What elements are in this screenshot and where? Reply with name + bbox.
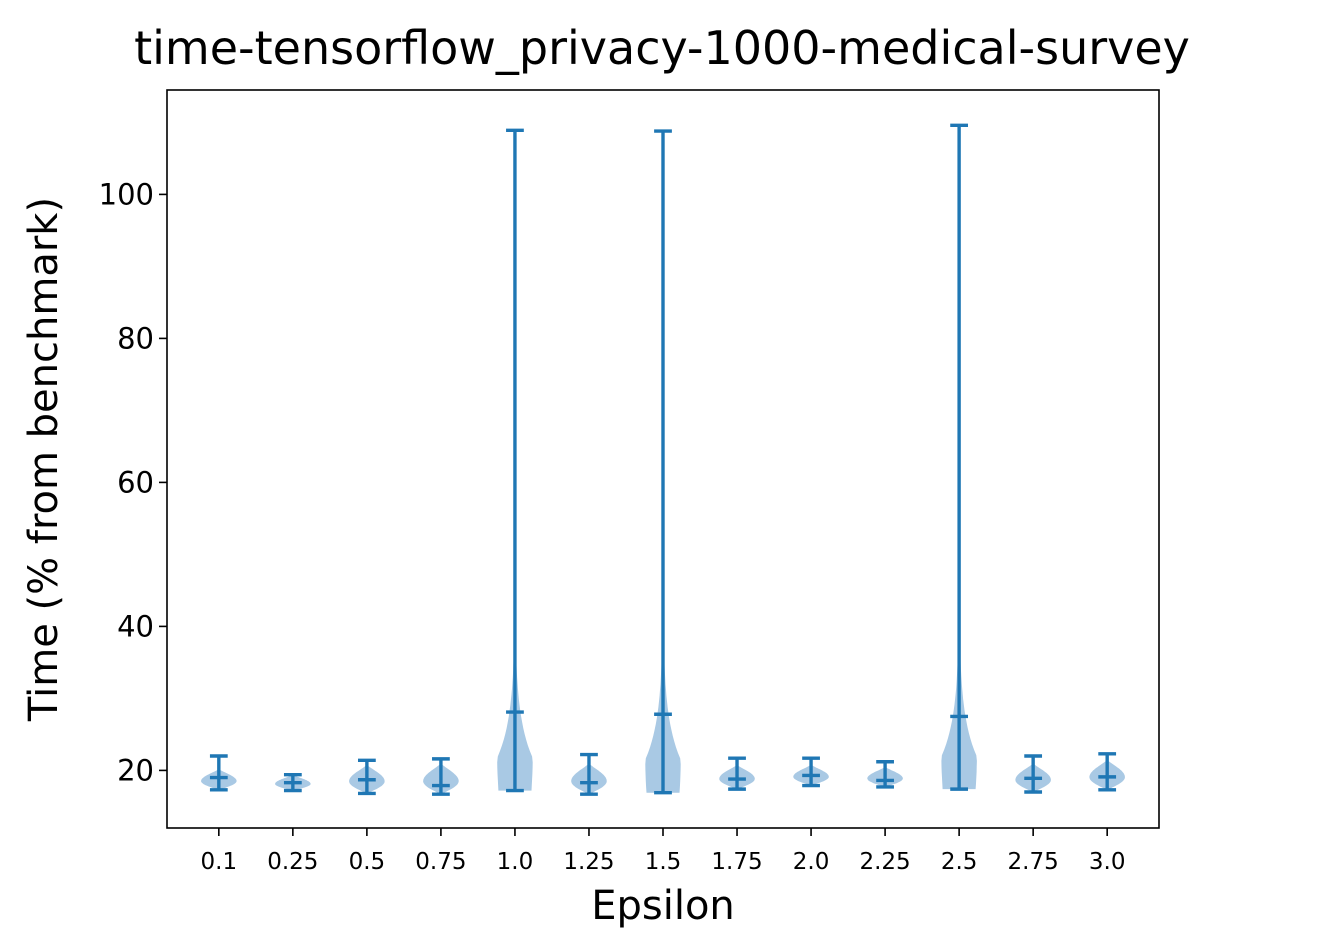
y-tick-label: 100: [99, 177, 154, 211]
x-tick-label: 1.5: [645, 849, 682, 875]
y-tick-label: 40: [117, 609, 154, 643]
violin-layer: [201, 123, 1125, 796]
x-axis-label: Epsilon: [591, 883, 735, 929]
x-tick-label: 0.1: [201, 849, 238, 875]
y-tick-label: 20: [117, 753, 154, 787]
plot-area-frame: [166, 89, 1160, 829]
x-tick-label: 1.25: [563, 849, 614, 875]
x-tick-label: 2.5: [941, 849, 978, 875]
x-tick-label: 2.0: [793, 849, 830, 875]
x-tick-label: 3.0: [1089, 849, 1126, 875]
x-tick-label: 2.75: [1008, 849, 1059, 875]
y-axis-label: Time (% from benchmark): [21, 197, 67, 722]
x-tick-label: 0.25: [267, 849, 318, 875]
chart-title: time-tensorflow_privacy-1000-medical-sur…: [134, 21, 1190, 75]
x-tick-label: 2.25: [859, 849, 910, 875]
x-tick-label: 1.0: [497, 849, 534, 875]
axis-layer: 0.1 0.25 0.5 0.75 1.0 1.25 1.5 1.75 2.0 2.25 2.5 2.…: [99, 177, 1126, 875]
x-tick-label: 1.75: [711, 849, 762, 875]
y-tick-label: 60: [117, 465, 154, 499]
x-tick-label: 0.5: [349, 849, 386, 875]
y-tick-label: 80: [117, 321, 154, 355]
x-tick-label: 0.75: [415, 849, 466, 875]
